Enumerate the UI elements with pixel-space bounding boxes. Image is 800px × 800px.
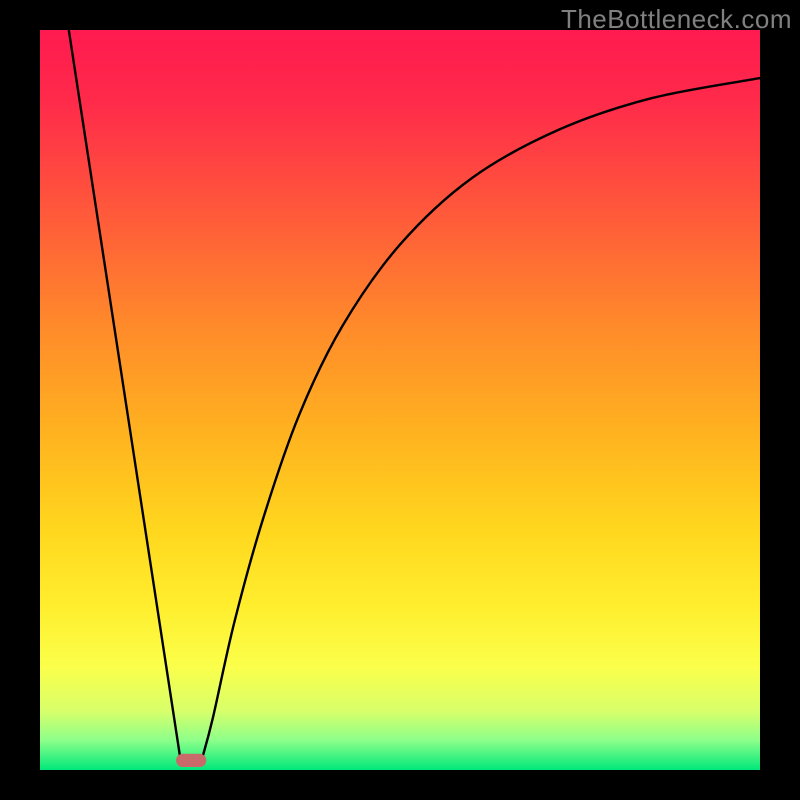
- chart-frame: TheBottleneck.com: [0, 0, 800, 800]
- chart-svg: [0, 0, 800, 800]
- watermark-text: TheBottleneck.com: [561, 4, 792, 35]
- plot-background: [40, 30, 760, 770]
- marker-bottom-pill: [176, 754, 206, 767]
